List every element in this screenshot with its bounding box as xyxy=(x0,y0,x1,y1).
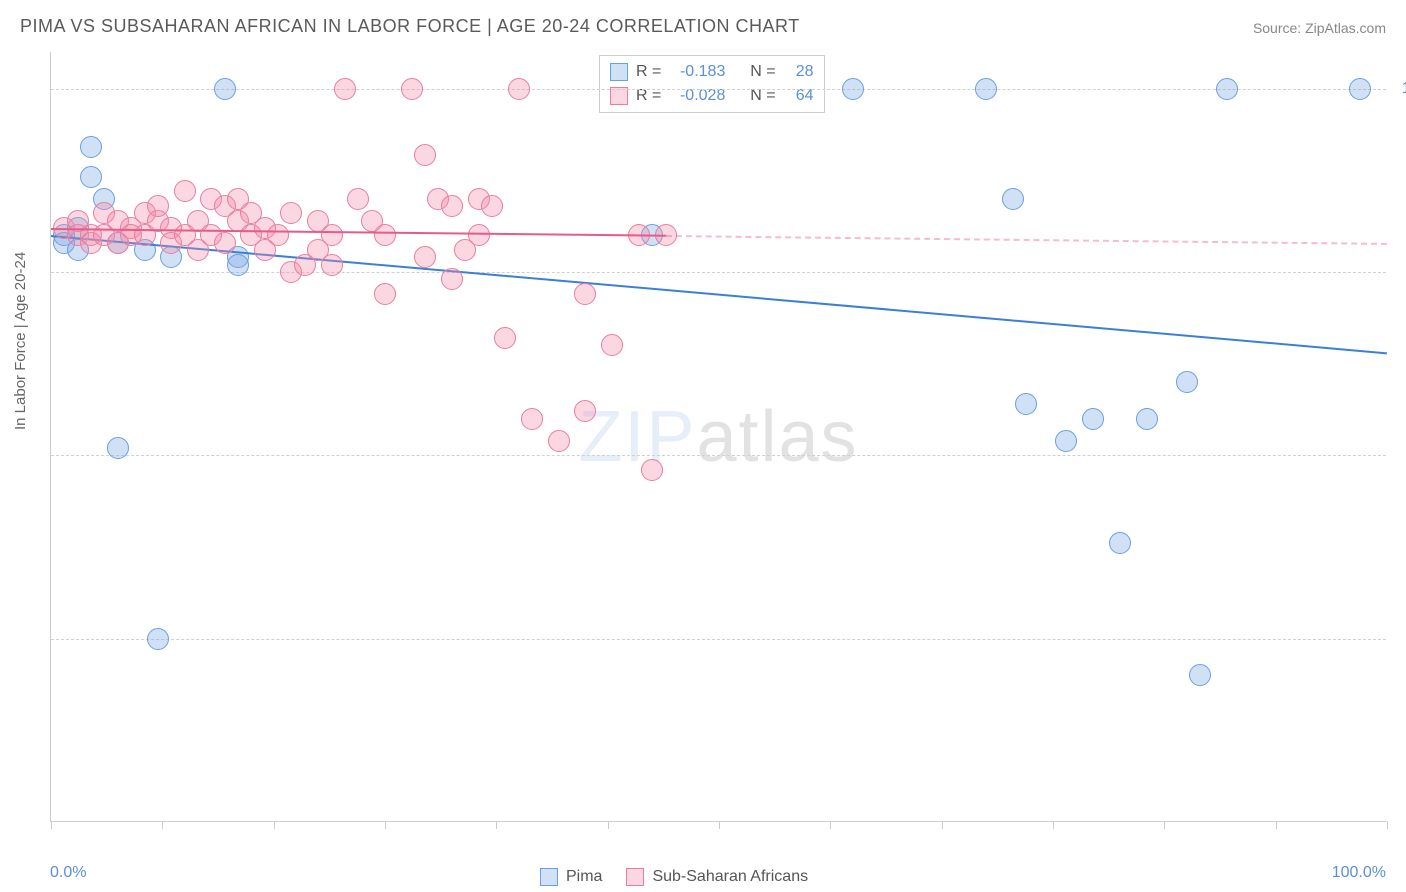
data-point xyxy=(280,202,302,224)
r-value: -0.028 xyxy=(669,84,725,108)
data-point xyxy=(1189,664,1211,686)
data-point xyxy=(641,459,663,481)
gridline xyxy=(51,639,1386,640)
data-point xyxy=(227,254,249,276)
data-point xyxy=(347,188,369,210)
x-tick xyxy=(830,821,831,829)
data-point xyxy=(508,78,530,100)
legend-swatch xyxy=(540,868,558,886)
gridline xyxy=(51,272,1386,273)
data-point xyxy=(1055,430,1077,452)
n-label: N = xyxy=(750,84,775,108)
watermark-atlas: atlas xyxy=(696,397,858,477)
data-point xyxy=(414,246,436,268)
x-tick xyxy=(274,821,275,829)
x-axis-max-label: 100.0% xyxy=(1332,864,1386,882)
x-tick xyxy=(719,821,720,829)
data-point xyxy=(601,334,623,356)
x-axis-min-label: 0.0% xyxy=(50,864,86,882)
data-point xyxy=(80,136,102,158)
r-label: R = xyxy=(636,84,661,108)
data-point xyxy=(214,232,236,254)
y-tick-label: 50.0% xyxy=(1396,446,1406,464)
data-point xyxy=(214,78,236,100)
data-point xyxy=(267,224,289,246)
data-point xyxy=(401,78,423,100)
data-point xyxy=(1015,393,1037,415)
plot-area: ZIPatlas R =-0.183 N =28R =-0.028 N =64 … xyxy=(50,52,1386,822)
y-axis-label: In Labor Force | Age 20-24 xyxy=(12,252,29,430)
series-legend: Pima Sub-Saharan Africans xyxy=(540,868,808,886)
legend-label: Sub-Saharan Africans xyxy=(652,868,808,886)
data-point xyxy=(80,166,102,188)
correlation-stats-box: R = -0.183 N = 28 R = -0.028 N = 64 xyxy=(599,55,825,113)
data-point xyxy=(1136,408,1158,430)
data-point xyxy=(107,437,129,459)
data-point xyxy=(1176,371,1198,393)
legend-label: Pima xyxy=(566,868,602,886)
data-point xyxy=(975,78,997,100)
x-tick xyxy=(1053,821,1054,829)
chart-title: PIMA VS SUBSAHARAN AFRICAN IN LABOR FORC… xyxy=(20,16,800,37)
x-tick xyxy=(51,821,52,829)
data-point xyxy=(321,254,343,276)
x-tick xyxy=(608,821,609,829)
data-point xyxy=(374,283,396,305)
data-point xyxy=(574,283,596,305)
source-attribution: Source: ZipAtlas.com xyxy=(1253,20,1386,36)
data-point xyxy=(521,408,543,430)
data-point xyxy=(147,628,169,650)
data-point xyxy=(494,327,516,349)
trend-line xyxy=(51,235,1387,354)
y-tick-label: 100.0% xyxy=(1396,80,1406,98)
x-tick xyxy=(1164,821,1165,829)
x-tick xyxy=(1387,821,1388,829)
y-tick-label: 25.0% xyxy=(1396,630,1406,648)
data-point xyxy=(414,144,436,166)
legend-swatch xyxy=(626,868,644,886)
legend-item: Sub-Saharan Africans xyxy=(626,868,808,886)
data-point xyxy=(441,268,463,290)
gridline xyxy=(51,89,1386,90)
stats-row: R = -0.183 N = 28 xyxy=(610,60,814,84)
data-point xyxy=(468,224,490,246)
data-point xyxy=(441,195,463,217)
data-point xyxy=(321,224,343,246)
r-label: R = xyxy=(636,60,661,84)
data-point xyxy=(1002,188,1024,210)
data-point xyxy=(842,78,864,100)
data-point xyxy=(334,78,356,100)
n-value: 28 xyxy=(784,60,814,84)
series-swatch xyxy=(610,87,628,105)
n-value: 64 xyxy=(784,84,814,108)
trend-line-extrapolated xyxy=(666,235,1387,245)
gridline xyxy=(51,455,1386,456)
stats-row: R = -0.028 N = 64 xyxy=(610,84,814,108)
data-point xyxy=(481,195,503,217)
data-point xyxy=(1109,532,1131,554)
watermark: ZIPatlas xyxy=(578,396,858,478)
data-point xyxy=(1349,78,1371,100)
data-point xyxy=(1216,78,1238,100)
x-tick xyxy=(1276,821,1277,829)
data-point xyxy=(574,400,596,422)
x-tick xyxy=(942,821,943,829)
data-point xyxy=(1082,408,1104,430)
x-tick xyxy=(385,821,386,829)
data-point xyxy=(548,430,570,452)
x-tick xyxy=(496,821,497,829)
data-point xyxy=(174,180,196,202)
r-value: -0.183 xyxy=(669,60,725,84)
series-swatch xyxy=(610,63,628,81)
data-point xyxy=(374,224,396,246)
y-tick-label: 75.0% xyxy=(1396,263,1406,281)
data-point xyxy=(147,195,169,217)
legend-item: Pima xyxy=(540,868,602,886)
x-tick xyxy=(162,821,163,829)
n-label: N = xyxy=(750,60,775,84)
